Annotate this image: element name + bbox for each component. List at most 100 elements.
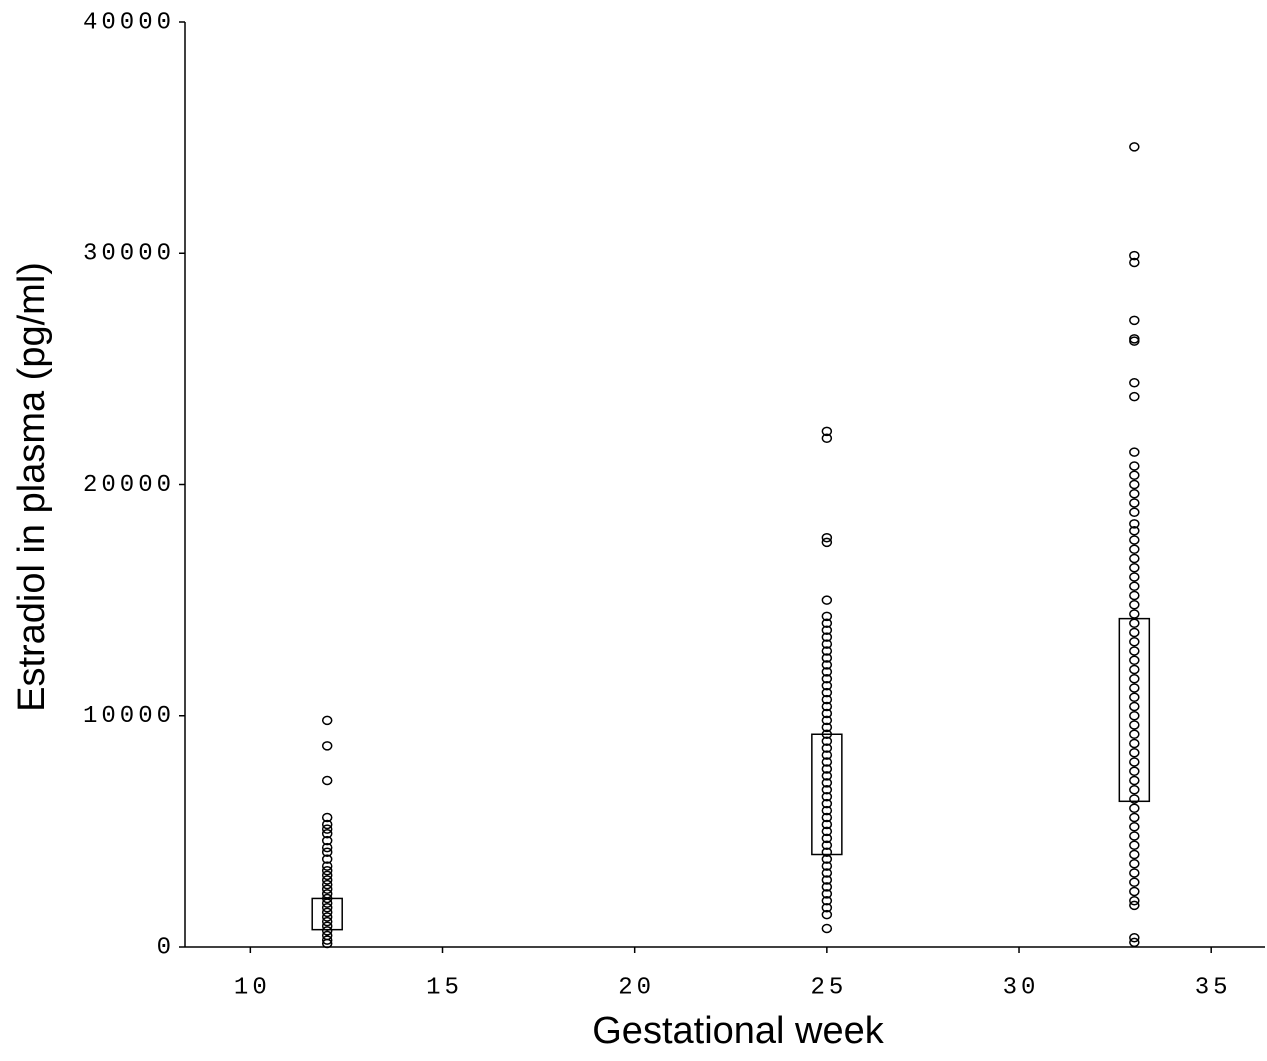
point [321, 907, 333, 918]
point [1129, 618, 1140, 628]
point [1129, 627, 1140, 638]
y-tick-label: 30000 [83, 241, 175, 268]
point [821, 674, 833, 684]
point [1129, 738, 1140, 749]
point [321, 835, 333, 846]
point [821, 722, 833, 733]
point [821, 875, 833, 885]
point [1129, 803, 1140, 813]
point [1129, 831, 1140, 841]
point [1129, 391, 1140, 402]
point [821, 708, 833, 719]
y-tick-label: 10000 [83, 703, 175, 730]
point [1129, 720, 1140, 730]
point [821, 433, 833, 443]
point [1129, 600, 1140, 610]
point [821, 667, 833, 677]
x-tick-label: 25 [810, 974, 847, 1001]
point [1129, 507, 1140, 517]
point [321, 847, 333, 857]
point [1129, 900, 1140, 911]
point [321, 812, 333, 823]
point [321, 889, 333, 899]
point [1129, 748, 1140, 758]
x-tick-label: 15 [426, 974, 463, 1001]
point [1129, 519, 1140, 529]
point [1129, 785, 1140, 795]
point [1129, 729, 1140, 739]
point [321, 884, 333, 894]
point [821, 660, 833, 670]
point [1129, 142, 1140, 152]
point [321, 741, 333, 751]
point [1129, 489, 1140, 499]
point [1129, 655, 1140, 665]
point [821, 778, 833, 788]
point [821, 833, 833, 844]
point [1129, 937, 1140, 948]
point [1129, 664, 1140, 675]
point [1129, 683, 1140, 693]
point [821, 771, 833, 781]
point [821, 646, 833, 656]
point [821, 611, 833, 622]
point [321, 828, 333, 839]
point [321, 921, 333, 931]
point [821, 715, 833, 726]
point [821, 826, 833, 837]
point [821, 653, 833, 663]
x-tick-label: 20 [618, 974, 655, 1001]
point [821, 764, 833, 774]
point [321, 898, 333, 908]
point [321, 865, 333, 876]
point [821, 791, 833, 802]
point [1129, 646, 1140, 656]
x-tick-label: 30 [1003, 974, 1040, 1001]
point [821, 426, 833, 437]
point [1129, 637, 1140, 647]
point [821, 757, 833, 767]
point [821, 847, 833, 857]
point [321, 854, 333, 864]
point [321, 926, 333, 936]
point [821, 805, 833, 816]
point [1129, 535, 1140, 545]
point [821, 618, 833, 628]
point [1129, 877, 1140, 887]
point [821, 680, 833, 691]
point [1129, 315, 1140, 326]
point [1129, 590, 1140, 601]
point [1129, 257, 1140, 268]
point [821, 537, 833, 548]
y-axis-title: Estradiol in plasma (pg/ml) [11, 262, 53, 712]
point [321, 819, 333, 830]
point [821, 632, 833, 642]
point [821, 743, 833, 753]
point [1129, 840, 1140, 850]
point [821, 909, 833, 920]
point [821, 532, 833, 543]
point [321, 775, 333, 786]
point [821, 625, 833, 635]
point [1129, 812, 1140, 823]
point [1129, 701, 1140, 712]
point [321, 875, 333, 885]
point [321, 870, 333, 881]
point [1129, 581, 1140, 591]
point [1129, 336, 1140, 346]
point [1129, 886, 1140, 897]
x-tick-label: 35 [1195, 974, 1232, 1001]
y-tick-label: 20000 [83, 472, 175, 499]
point [321, 902, 333, 913]
point [821, 736, 833, 746]
point [1129, 447, 1140, 457]
point [821, 868, 833, 878]
point [821, 819, 833, 830]
point [821, 729, 833, 739]
point [321, 842, 333, 853]
point [1129, 822, 1140, 832]
x-axis-title: Gestational week [592, 1010, 884, 1052]
point [821, 902, 833, 913]
point [821, 639, 833, 649]
